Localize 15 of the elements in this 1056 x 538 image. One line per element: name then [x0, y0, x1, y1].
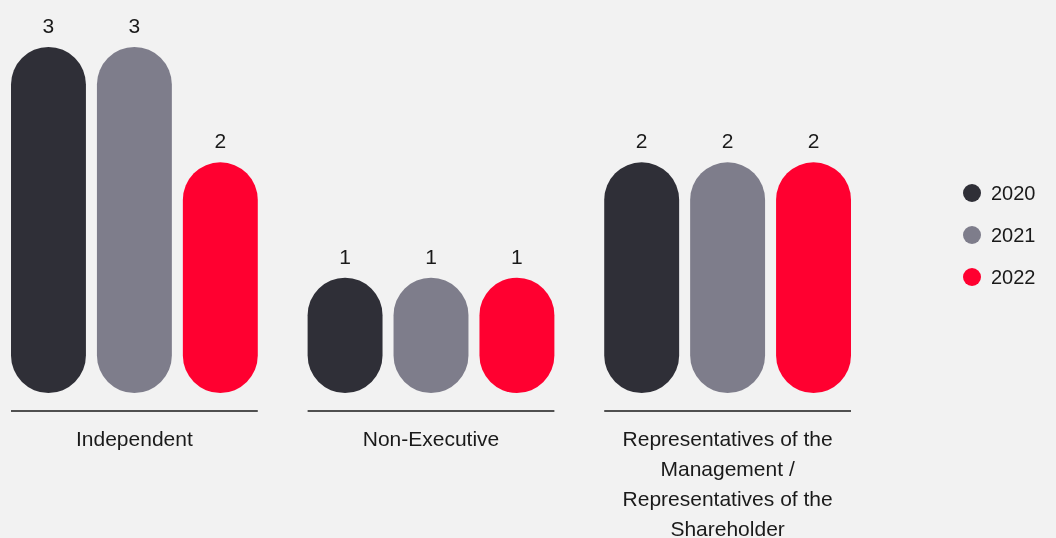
legend-label: 2020	[991, 182, 1036, 204]
legend-label: 2022	[991, 266, 1036, 288]
data-label: 2	[214, 129, 227, 153]
data-label: 2	[807, 129, 820, 153]
data-label: 2	[721, 129, 734, 153]
data-label: 3	[128, 14, 141, 37]
x-tick-label: Non-Executive	[362, 427, 500, 450]
x-tick-label: Representatives of the Management / Representatives of the Shareholder	[622, 427, 833, 538]
data-label: 1	[339, 244, 351, 268]
data-label: 2	[635, 129, 648, 153]
data-label: 1	[511, 244, 523, 268]
data-label: 1	[425, 244, 437, 268]
x-tick-label: Independent	[75, 427, 193, 450]
data-label: 3	[42, 14, 55, 37]
legend-label: 2021	[991, 224, 1036, 246]
